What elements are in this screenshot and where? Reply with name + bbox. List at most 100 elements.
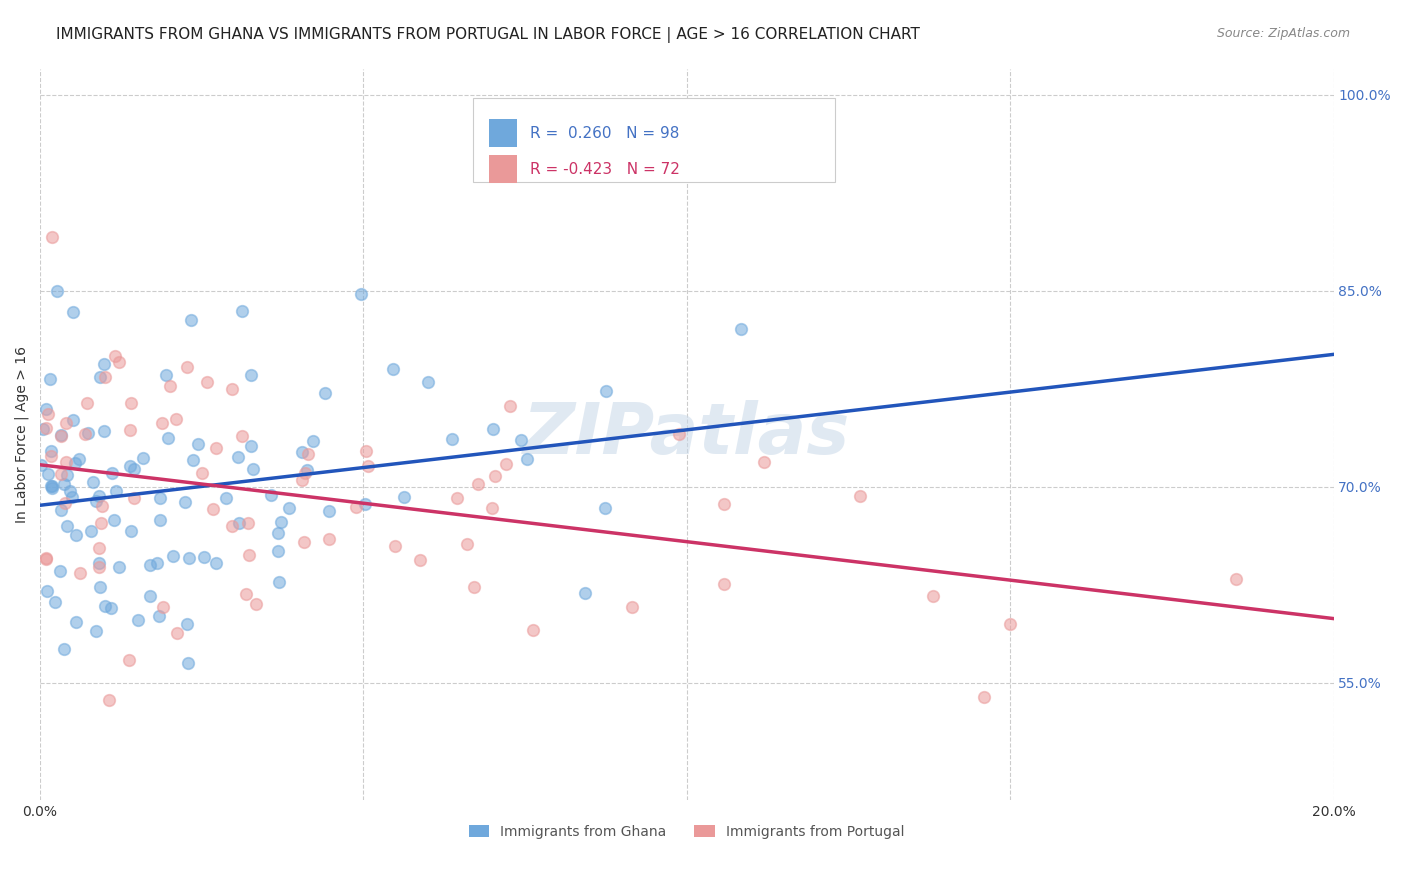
- Text: R = -0.423   N = 72: R = -0.423 N = 72: [530, 161, 681, 177]
- Point: [152, 417, 174, 431]
- Point: [37, 583, 59, 598]
- Point: [446, 491, 468, 506]
- Point: [122, 491, 145, 506]
- Point: [344, 500, 367, 514]
- Point: [90, 499, 112, 513]
- Point: [456, 537, 478, 551]
- Point: [499, 399, 522, 413]
- Point: [191, 466, 214, 480]
- Point: [713, 497, 735, 511]
- Point: [754, 455, 776, 469]
- Point: [294, 466, 316, 480]
- FancyBboxPatch shape: [489, 120, 517, 147]
- Point: [103, 513, 125, 527]
- Point: [49, 564, 72, 578]
- Point: [295, 463, 318, 477]
- Point: [730, 322, 752, 336]
- Point: [149, 513, 172, 527]
- Text: ZIPatlas: ZIPatlas: [523, 400, 851, 469]
- Point: [80, 524, 103, 538]
- Point: [180, 313, 202, 327]
- Point: [668, 427, 690, 442]
- Point: [998, 617, 1021, 632]
- Point: [381, 362, 404, 376]
- Point: [238, 548, 260, 562]
- Point: [495, 457, 517, 471]
- Point: [205, 441, 228, 455]
- Point: [94, 599, 117, 613]
- Point: [231, 304, 253, 318]
- Point: [93, 424, 115, 438]
- Point: [354, 497, 377, 511]
- Point: [73, 427, 96, 442]
- Point: [240, 368, 263, 382]
- Point: [100, 601, 122, 615]
- Point: [174, 495, 197, 509]
- Point: [166, 625, 188, 640]
- Point: [522, 623, 544, 637]
- Point: [108, 560, 131, 574]
- Point: [60, 490, 83, 504]
- Point: [156, 432, 179, 446]
- Point: [221, 519, 243, 533]
- Point: [314, 386, 336, 401]
- Point: [41, 479, 63, 493]
- Point: [357, 458, 380, 473]
- Point: [90, 516, 112, 530]
- Point: [155, 368, 177, 382]
- Point: [35, 552, 58, 566]
- Point: [49, 467, 72, 482]
- Point: [87, 541, 110, 555]
- Point: [39, 449, 62, 463]
- Point: [202, 501, 225, 516]
- Point: [176, 360, 198, 375]
- Point: [51, 429, 73, 443]
- Point: [87, 557, 110, 571]
- Text: R =  0.260   N = 98: R = 0.260 N = 98: [530, 126, 679, 141]
- Point: [38, 372, 60, 386]
- Point: [441, 432, 464, 446]
- Point: [1225, 573, 1247, 587]
- Point: [132, 450, 155, 465]
- Point: [139, 558, 162, 573]
- Point: [49, 428, 72, 442]
- Point: [574, 586, 596, 600]
- Point: [53, 641, 76, 656]
- Point: [204, 556, 226, 570]
- Point: [89, 580, 111, 594]
- Point: [235, 587, 257, 601]
- Point: [236, 516, 259, 530]
- Point: [55, 416, 77, 430]
- FancyBboxPatch shape: [474, 98, 835, 182]
- Point: [277, 501, 299, 516]
- Text: Source: ZipAtlas.com: Source: ZipAtlas.com: [1216, 27, 1350, 40]
- Point: [221, 382, 243, 396]
- Point: [39, 444, 62, 458]
- Point: [231, 429, 253, 443]
- Point: [56, 467, 79, 482]
- Point: [267, 525, 290, 540]
- Point: [187, 436, 209, 450]
- Point: [467, 477, 489, 491]
- Point: [44, 595, 66, 609]
- Point: [148, 491, 170, 506]
- Point: [354, 444, 377, 458]
- Point: [56, 518, 79, 533]
- Point: [291, 473, 314, 487]
- Point: [39, 479, 62, 493]
- Point: [159, 379, 181, 393]
- Point: [148, 608, 170, 623]
- Point: [384, 539, 406, 553]
- Point: [482, 422, 505, 436]
- Point: [245, 598, 267, 612]
- Point: [93, 357, 115, 371]
- Point: [53, 496, 76, 510]
- Point: [76, 396, 98, 410]
- Point: [593, 500, 616, 515]
- Point: [973, 690, 995, 704]
- Point: [120, 396, 142, 410]
- Legend: Immigrants from Ghana, Immigrants from Portugal: Immigrants from Ghana, Immigrants from P…: [463, 820, 911, 845]
- Point: [118, 653, 141, 667]
- Point: [481, 500, 503, 515]
- Point: [120, 459, 142, 474]
